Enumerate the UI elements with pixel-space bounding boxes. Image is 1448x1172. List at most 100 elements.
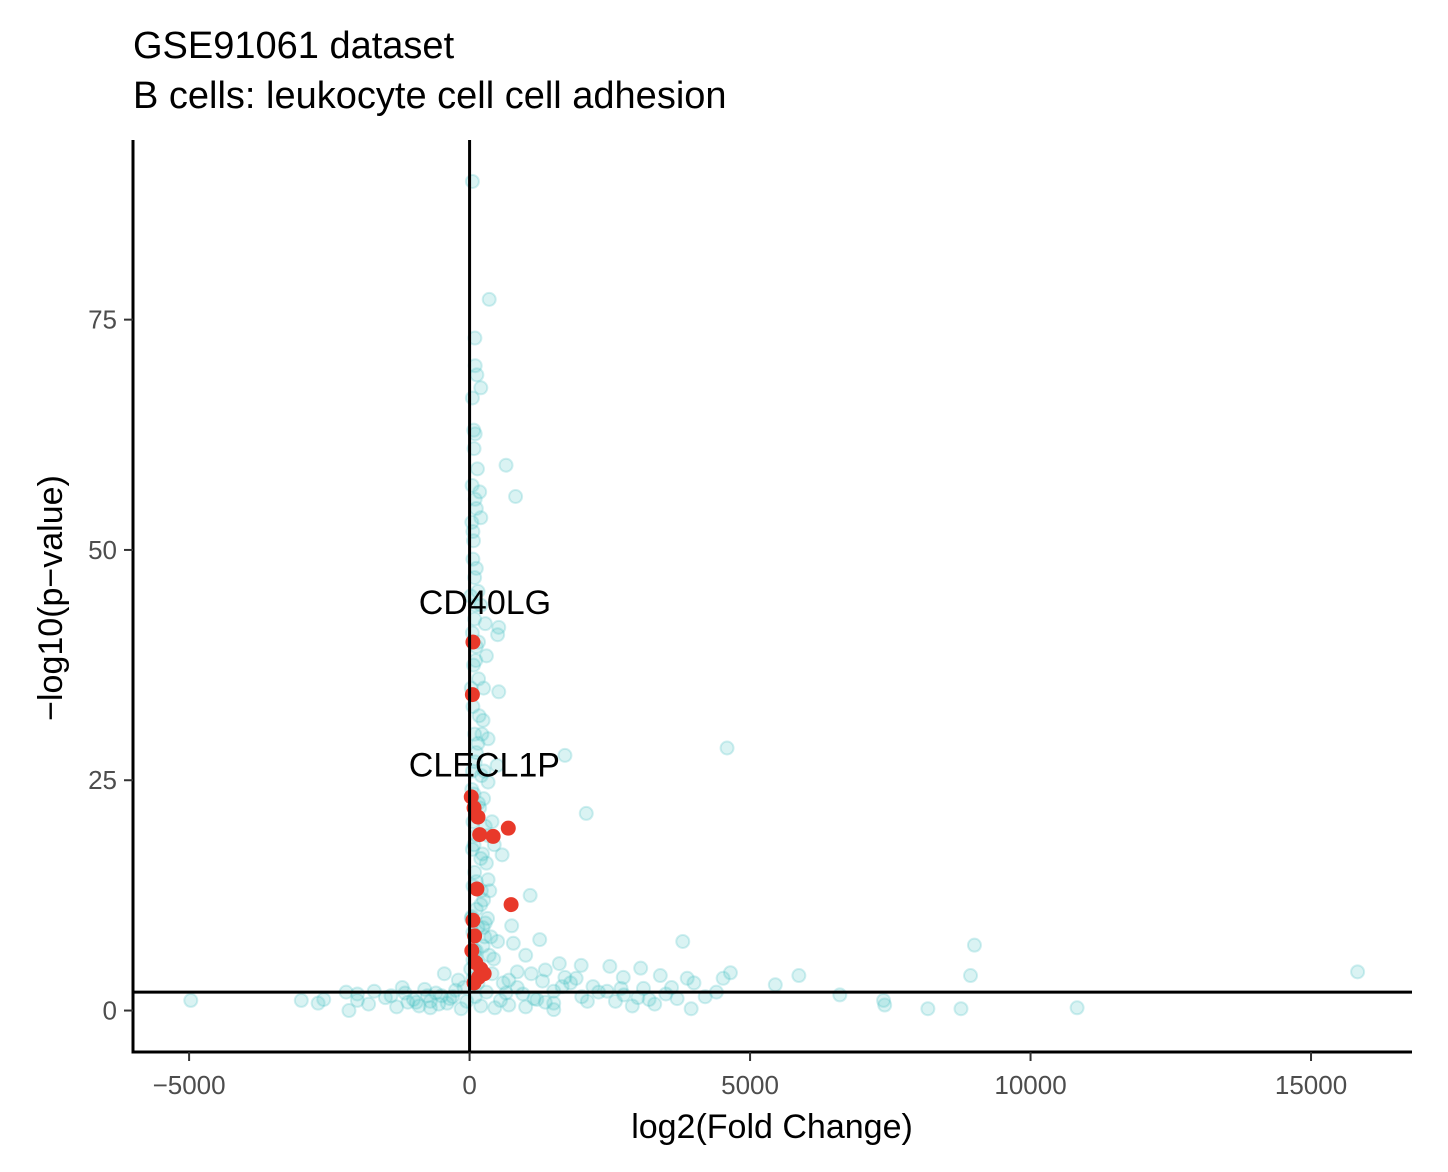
data-point <box>652 968 668 984</box>
data-point <box>476 763 492 779</box>
data-point <box>501 972 517 988</box>
data-point <box>715 970 731 986</box>
data-point <box>471 708 487 724</box>
data-point <box>492 992 508 1008</box>
data-point <box>551 956 567 972</box>
data-point <box>450 972 466 988</box>
data-point <box>1069 1000 1085 1016</box>
highlight-point <box>464 943 480 959</box>
data-point <box>468 652 484 668</box>
data-point <box>537 994 553 1010</box>
highlight-point <box>470 809 486 825</box>
data-point <box>953 1001 969 1017</box>
y-tick-label: 75 <box>88 305 117 335</box>
data-point <box>408 994 424 1010</box>
highlight-point <box>472 827 488 843</box>
data-point <box>518 999 534 1015</box>
data-point <box>439 995 455 1011</box>
data-point <box>464 477 480 493</box>
data-point <box>501 997 517 1013</box>
data-point <box>679 970 695 986</box>
data-point <box>473 851 489 867</box>
data-point <box>633 960 649 976</box>
data-point <box>489 758 505 774</box>
data-point <box>422 1000 438 1016</box>
highlight-point <box>465 912 481 928</box>
data-point <box>470 735 486 751</box>
data-point <box>602 958 618 974</box>
highlight-point <box>503 897 519 913</box>
data-point <box>615 969 631 985</box>
data-point <box>767 977 783 993</box>
data-point <box>484 814 500 830</box>
y-tick-label: 0 <box>103 996 117 1026</box>
data-point <box>183 992 199 1008</box>
data-point <box>477 616 493 632</box>
data-point <box>675 933 691 949</box>
data-point <box>464 390 480 406</box>
y-tick-label: 50 <box>88 535 117 565</box>
data-point <box>495 975 511 991</box>
data-point <box>310 995 326 1011</box>
data-point <box>478 855 494 871</box>
data-point <box>480 872 496 888</box>
x-tick-label: 15000 <box>1275 1070 1347 1100</box>
data-point <box>293 992 309 1008</box>
x-axis-ticks: −5000 0 5000 10000 15000 <box>153 1052 1347 1100</box>
data-point <box>482 883 498 899</box>
data-point <box>453 1001 469 1017</box>
data-point <box>474 726 490 742</box>
data-point <box>557 747 573 763</box>
data-point <box>523 966 539 982</box>
data-point <box>464 173 480 189</box>
data-point <box>607 993 623 1009</box>
x-tick-label: 10000 <box>994 1070 1066 1100</box>
highlight-point <box>500 820 516 836</box>
data-point <box>535 973 551 989</box>
data-point <box>476 680 492 696</box>
data-point <box>568 970 584 986</box>
data-point <box>483 929 499 945</box>
data-point <box>341 1003 357 1019</box>
highlight-point <box>465 634 481 650</box>
data-point <box>475 712 491 728</box>
data-point <box>469 461 485 477</box>
data-point <box>546 995 562 1011</box>
data-point <box>480 910 496 926</box>
data-point <box>508 489 524 505</box>
data-point <box>966 937 982 953</box>
data-point <box>505 935 521 951</box>
data-point <box>522 887 538 903</box>
data-point <box>486 951 502 967</box>
x-axis-title: log2(Fold Change) <box>631 1108 913 1146</box>
gene-annotations: CD40LG CLECL1P <box>409 584 560 785</box>
data-point <box>578 805 594 821</box>
y-tick-label: 25 <box>88 765 117 795</box>
data-point <box>532 932 548 948</box>
highlight-point <box>469 881 485 897</box>
background-points <box>183 173 1366 1019</box>
data-point <box>473 998 489 1014</box>
data-point <box>490 627 506 643</box>
data-point <box>469 367 485 383</box>
data-point <box>491 619 507 635</box>
data-point <box>480 774 496 790</box>
data-point <box>616 987 632 1003</box>
data-point <box>480 731 496 747</box>
data-point <box>504 918 520 934</box>
data-point <box>481 291 497 307</box>
data-point <box>791 968 807 984</box>
data-point <box>518 947 534 963</box>
data-point <box>491 684 507 700</box>
data-point <box>719 740 735 756</box>
data-point <box>920 1001 936 1017</box>
chart-title: GSE91061 dataset <box>133 25 455 67</box>
y-axis-ticks: 0 25 50 75 <box>88 305 133 1026</box>
data-point <box>436 966 452 982</box>
data-point <box>877 997 893 1013</box>
data-point <box>487 1000 503 1016</box>
gene-label: CLECL1P <box>409 747 560 785</box>
data-point <box>473 510 489 526</box>
data-point <box>468 560 484 576</box>
